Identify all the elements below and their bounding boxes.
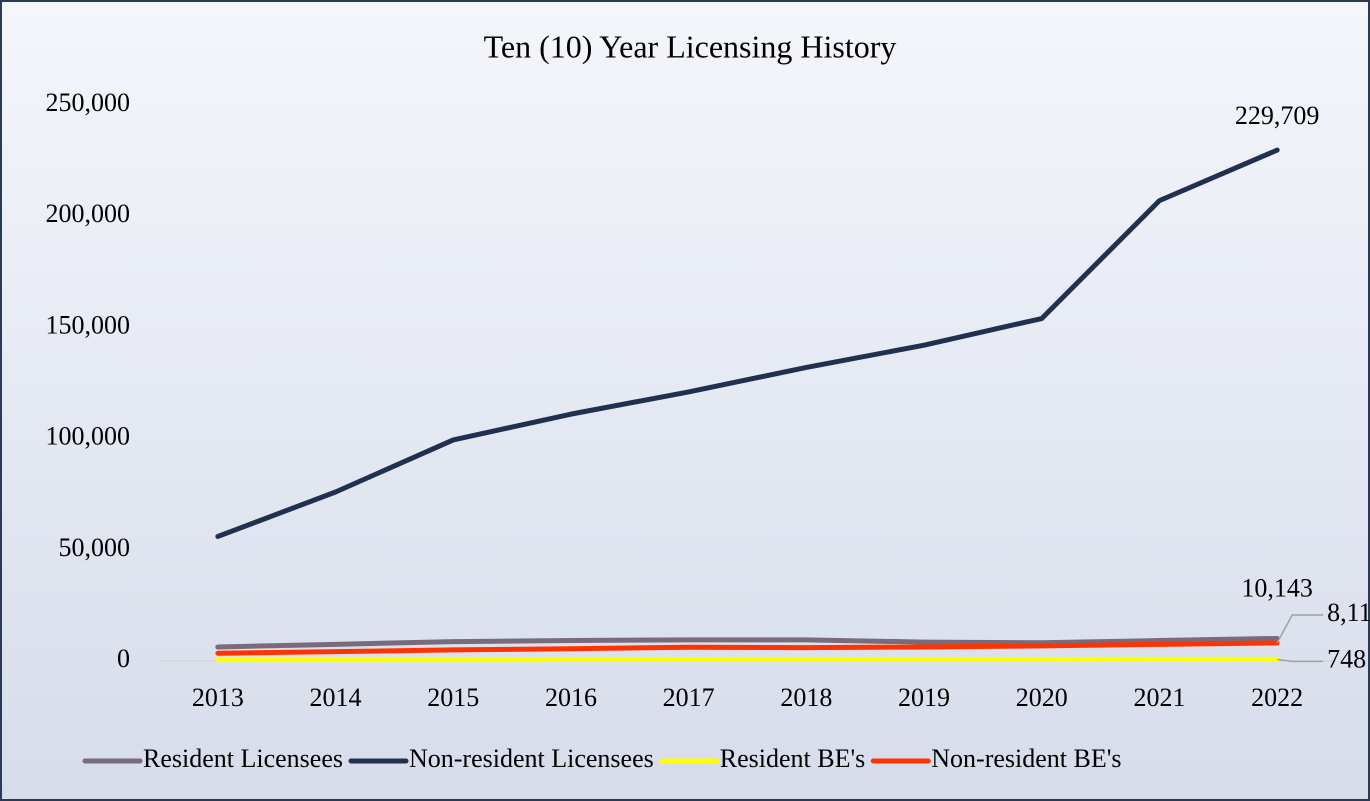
x-tick-label: 2021	[1133, 683, 1185, 712]
series-line	[215, 147, 1280, 539]
label-leader	[1277, 658, 1324, 663]
series-line	[215, 635, 1280, 650]
y-tick-label: 50,000	[59, 533, 131, 562]
x-tick-label: 2016	[545, 683, 597, 712]
data-label: 229,709	[1235, 101, 1320, 130]
data-label: 8,113	[1327, 598, 1370, 627]
x-tick-label: 2013	[192, 683, 244, 712]
x-tick-label: 2022	[1251, 683, 1303, 712]
y-tick-label: 150,000	[46, 310, 131, 339]
label-leader	[1276, 614, 1324, 644]
chart-title: Ten (10) Year Licensing History	[484, 28, 897, 64]
y-tick-label: 250,000	[46, 88, 131, 117]
legend-label: Non-resident BE's	[931, 744, 1121, 773]
legend-label: Non-resident Licensees	[409, 744, 654, 773]
y-tick-label: 100,000	[46, 422, 131, 451]
x-tick-label: 2014	[310, 683, 362, 712]
y-tick-label: 200,000	[46, 199, 131, 228]
data-label: 10,143	[1241, 573, 1313, 602]
legend-label: Resident Licensees	[143, 744, 343, 773]
x-tick-label: 2015	[427, 683, 479, 712]
x-tick-label: 2017	[663, 683, 715, 712]
series-line	[215, 640, 1280, 656]
legend-label: Resident BE's	[720, 744, 866, 773]
x-tick-label: 2018	[780, 683, 832, 712]
x-tick-label: 2019	[898, 683, 950, 712]
x-tick-label: 2020	[1016, 683, 1068, 712]
y-tick-label: 0	[117, 644, 130, 673]
data-label: 748	[1327, 644, 1366, 673]
